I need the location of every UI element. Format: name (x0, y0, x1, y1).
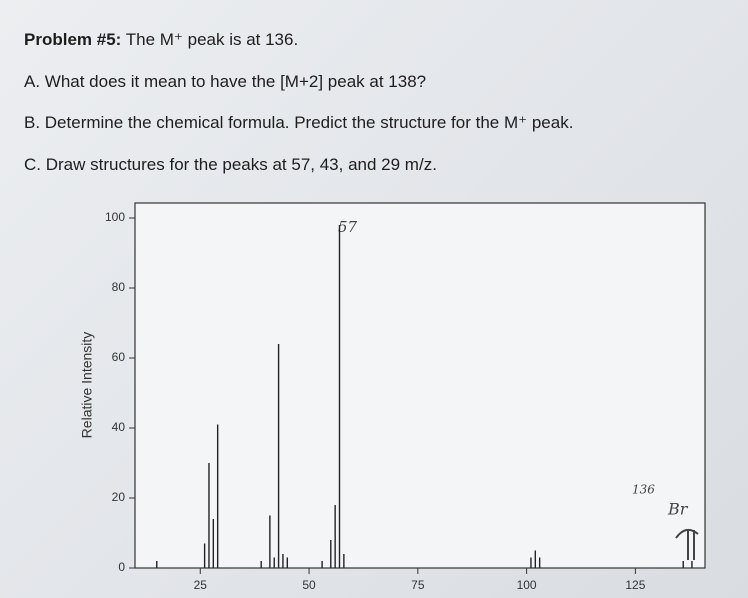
question: B. Determine the chemical formula. Predi… (24, 113, 574, 132)
y-tick-label: 20 (112, 490, 126, 504)
problem-header: Problem #5: The M⁺ peak is at 136. (24, 30, 298, 50)
plot-frame (134, 202, 706, 569)
x-tick-label: 75 (411, 578, 425, 592)
question: C. Draw structures for the peaks at 57, … (24, 155, 437, 174)
annotation: 57 (338, 218, 358, 236)
y-tick-label: 80 (112, 280, 126, 294)
y-tick-label: 100 (105, 210, 125, 224)
y-tick-label: 60 (112, 350, 126, 364)
annotation: 136 (632, 483, 655, 497)
annotation: Br (667, 500, 689, 519)
y-tick-label: 40 (112, 420, 126, 434)
problem-label: Problem #5: (24, 30, 122, 49)
y-tick-label: 0 (118, 560, 125, 574)
problem-statement: The M⁺ peak is at 136. (125, 30, 299, 49)
y-axis-label: Relative Intensity (79, 332, 95, 439)
x-tick-label: 125 (625, 578, 645, 592)
question: A. What does it mean to have the [M+2] p… (24, 72, 427, 91)
handwritten-sketch (675, 528, 699, 560)
x-tick-label: 50 (302, 578, 316, 592)
x-tick-label: 25 (194, 578, 208, 592)
x-tick-label: 100 (517, 578, 537, 592)
